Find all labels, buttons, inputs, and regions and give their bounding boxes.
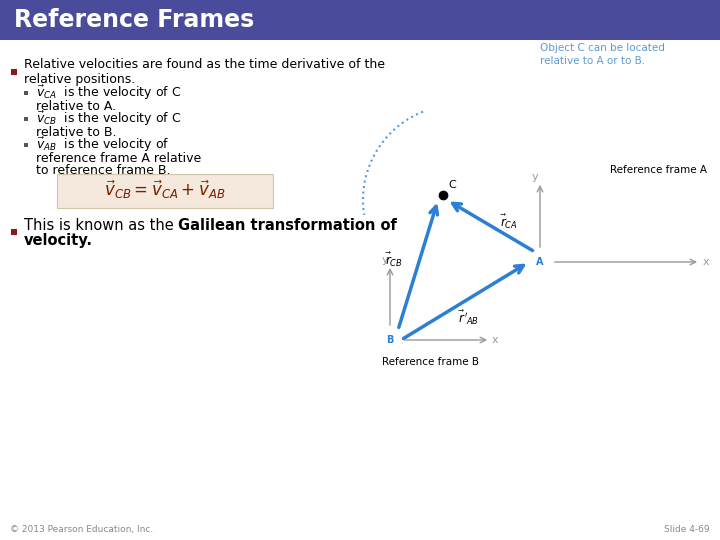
Text: $\vec{v}_{CB}$  is the velocity of C: $\vec{v}_{CB}$ is the velocity of C [36, 110, 181, 128]
Text: $\vec{r}_{CB}$: $\vec{r}_{CB}$ [385, 251, 403, 269]
Text: y: y [532, 172, 539, 182]
Circle shape [379, 329, 401, 351]
Bar [0, 0, 720, 40]
Text: Galilean transformation of: Galilean transformation of [178, 218, 397, 233]
Text: y: y [382, 255, 389, 265]
Bar [11, 69, 17, 75]
Text: relative positions.: relative positions. [24, 72, 135, 85]
Text: © 2013 Pearson Education, Inc.: © 2013 Pearson Education, Inc. [10, 525, 153, 534]
Text: C: C [448, 180, 456, 190]
Text: This is known as the: This is known as the [24, 218, 179, 233]
Text: $\vec{r}_{CA}$: $\vec{r}_{CA}$ [500, 213, 518, 231]
Bar [24, 91, 28, 95]
Text: Reference frame A: Reference frame A [610, 165, 707, 175]
FancyBboxPatch shape [57, 174, 273, 208]
Circle shape [529, 251, 551, 273]
Text: $\vec{v}_{AB}$  is the velocity of: $\vec{v}_{AB}$ is the velocity of [36, 136, 169, 154]
Text: Reference Frames: Reference Frames [14, 8, 254, 32]
Text: Slide 4-69: Slide 4-69 [665, 525, 710, 534]
Text: $\vec{v}_{CB} = \vec{v}_{CA}+\vec{v}_{AB}$: $\vec{v}_{CB} = \vec{v}_{CA}+\vec{v}_{AB… [104, 179, 225, 201]
Text: relative to A.: relative to A. [36, 99, 116, 112]
Text: B: B [387, 335, 394, 345]
Text: to reference frame B.: to reference frame B. [36, 165, 171, 178]
Text: relative to B.: relative to B. [36, 125, 117, 138]
Text: reference frame A relative: reference frame A relative [36, 152, 202, 165]
Text: $\vec{r}\,'{}_{\!AB}$: $\vec{r}\,'{}_{\!AB}$ [458, 309, 479, 327]
Text: velocity.: velocity. [24, 233, 93, 247]
Text: $\vec{v}_{CA}$  is the velocity of C: $\vec{v}_{CA}$ is the velocity of C [36, 84, 181, 102]
Bar [24, 143, 28, 147]
Text: x: x [492, 335, 499, 345]
Text: A: A [536, 257, 544, 267]
Bar [11, 229, 17, 235]
Text: Relative velocities are found as the time derivative of the: Relative velocities are found as the tim… [24, 58, 385, 71]
Text: x: x [703, 257, 710, 267]
Text: relative to A or to B.: relative to A or to B. [540, 56, 645, 66]
Text: Object C can be located: Object C can be located [540, 43, 665, 53]
Bar [24, 117, 28, 121]
Text: Reference frame B: Reference frame B [382, 357, 479, 367]
